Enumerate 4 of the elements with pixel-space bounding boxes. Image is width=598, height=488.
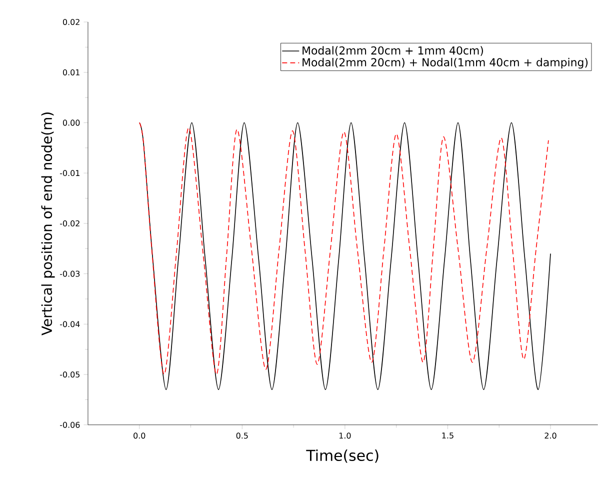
legend-label: Modal(2mm 20cm + 1mm 40cm) [302, 46, 483, 56]
y-axis-title: Vertical position of end node(m) [41, 112, 55, 336]
x-axis-title: Time(sec) [306, 450, 378, 463]
legend-label: Modal(2mm 20cm) + Nodal(1mm 40cm + damping) [302, 58, 588, 69]
